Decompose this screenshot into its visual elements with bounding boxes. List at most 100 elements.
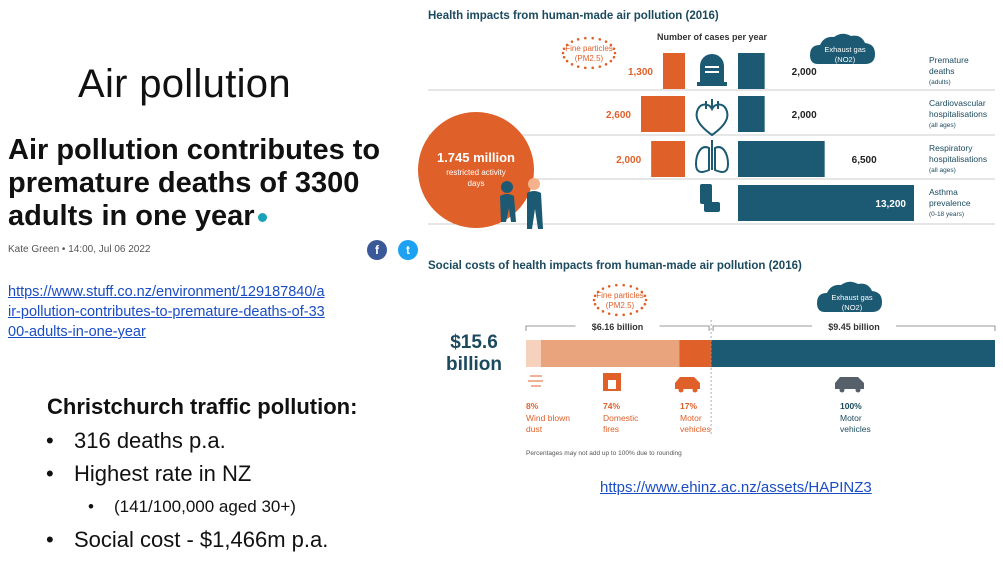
pm-dot xyxy=(640,290,644,294)
pm-bar-label: 2,600 xyxy=(606,110,631,121)
category-label: Premature xyxy=(929,55,969,65)
category-label: Respiratory xyxy=(929,143,973,153)
callout-line1: restricted activity xyxy=(446,168,506,177)
fireplace-icon xyxy=(603,373,621,391)
pm-dot xyxy=(643,302,647,306)
callout-line2: days xyxy=(468,179,485,188)
pm-dot xyxy=(609,59,613,63)
segment-pct: 8% xyxy=(526,401,539,411)
slide-title: Air pollution xyxy=(78,62,291,106)
no2-bar-label: 13,200 xyxy=(875,199,906,210)
group-label: $9.45 billion xyxy=(828,322,880,332)
pm-dot xyxy=(591,66,595,70)
no2-bar-label: 2,000 xyxy=(792,67,817,78)
pm-bar xyxy=(641,96,685,132)
article-link[interactable]: https://www.stuff.co.nz/environment/1291… xyxy=(8,284,325,340)
pm-badge-sub: (PM2.5) xyxy=(575,54,604,63)
pm-dot xyxy=(604,40,608,43)
pm-dot xyxy=(643,294,647,298)
cost-segment-no2 xyxy=(711,340,995,367)
bracket-label-bg xyxy=(575,319,660,333)
summary-bullet: • Social cost - $1,466m p.a. xyxy=(46,527,329,552)
no2-bar-label: 2,000 xyxy=(792,110,817,121)
pm-dot xyxy=(612,55,616,59)
inhaler-icon xyxy=(700,184,720,212)
pm-dot xyxy=(598,38,602,41)
pm-dot xyxy=(640,306,644,310)
no2-badge-sub: (NO2) xyxy=(835,55,856,64)
category-label-2: hospitalisations xyxy=(929,109,987,119)
segment-pct: 17% xyxy=(680,401,697,411)
pm-dot xyxy=(576,65,580,68)
pm-badge-sub: (PM2.5) xyxy=(606,301,635,310)
pm-dot xyxy=(596,306,600,310)
pm-dot xyxy=(613,51,617,55)
pm-dot xyxy=(604,63,608,66)
pm-dot xyxy=(565,43,569,47)
pm-dot xyxy=(583,36,587,40)
twitter-share-icon[interactable]: t xyxy=(398,240,418,260)
pm-badge-costs: Fine particles (PM2.5) xyxy=(592,283,648,317)
pm-dot xyxy=(576,38,580,41)
segment-pct: 100% xyxy=(840,401,862,411)
pm-dot xyxy=(593,302,597,306)
segment-name-2: vehicles xyxy=(680,424,711,434)
cost-segment xyxy=(679,340,712,367)
pm-dot xyxy=(598,65,602,68)
category-note: (0-18 years) xyxy=(929,211,964,218)
pm-dot xyxy=(601,310,605,313)
pm-dot xyxy=(593,294,597,298)
headline-text: Air pollution contributes to premature d… xyxy=(8,134,381,232)
pm-dot xyxy=(562,55,566,59)
pm-dot xyxy=(561,51,565,55)
source-link[interactable]: https://www.ehinz.ac.nz/assets/HAPINZ3 xyxy=(600,479,872,496)
pm-bar-label: 1,300 xyxy=(628,67,653,78)
segment-name: Domestic xyxy=(603,413,639,423)
costs-chart-title: Social costs of health impacts from huma… xyxy=(428,260,802,272)
car-icon xyxy=(835,377,864,393)
article-headline: Air pollution contributes to premature d… xyxy=(8,134,418,233)
pm-dot xyxy=(612,47,616,51)
group-label: $6.16 billion xyxy=(592,322,644,332)
facebook-share-icon[interactable]: f xyxy=(367,240,387,260)
live-dot-icon xyxy=(257,212,267,222)
cloud-icon xyxy=(810,33,875,64)
cost-segment xyxy=(526,340,541,367)
people-icon xyxy=(500,178,543,229)
no2-bar-label: 6,500 xyxy=(852,155,877,166)
cloud-icon xyxy=(817,281,882,312)
pm-dot xyxy=(609,43,613,47)
summary-bullet: • Highest rate in NZ xyxy=(46,461,252,486)
restricted-days-callout: 1.745 million restricted activity days xyxy=(418,112,543,229)
pm-dot xyxy=(596,290,600,294)
segment-name-2: vehicles xyxy=(840,424,871,434)
no2-bar xyxy=(738,141,825,177)
pm-badge-label: Fine particles xyxy=(565,44,613,53)
pm-bar xyxy=(663,53,685,89)
no2-bar xyxy=(738,53,765,89)
no2-badge-label: Exhaust gas xyxy=(831,293,873,302)
segment-name: Wind blown xyxy=(526,413,570,423)
lungs-icon xyxy=(694,140,730,173)
segment-pct: 74% xyxy=(603,401,620,411)
pm-bar-label: 2,000 xyxy=(616,155,641,166)
segment-name-2: dust xyxy=(526,424,543,434)
bullet-text: 316 deaths p.a. xyxy=(74,428,226,453)
category-label-2: prevalence xyxy=(929,198,971,208)
pm-dot xyxy=(614,283,618,287)
pm-dot xyxy=(601,287,605,290)
summary-bullet: • 316 deaths p.a. xyxy=(46,428,226,453)
pm-dot xyxy=(591,36,595,40)
no2-bar xyxy=(738,96,765,132)
bullet-text: Social cost - $1,466m p.a. xyxy=(74,527,329,552)
no2-badge: Exhaust gas (NO2) xyxy=(810,33,875,64)
pm-badge-label: Fine particles xyxy=(596,291,644,300)
summary-sub-bullet: • (141/100,000 aged 30+) xyxy=(88,497,296,516)
bullet-text: Highest rate in NZ xyxy=(74,461,252,486)
total-cost-unit: billion xyxy=(446,354,502,375)
pm-dot xyxy=(614,313,618,317)
infographic: Health impacts from human-made air pollu… xyxy=(418,10,996,457)
pm-dot xyxy=(629,285,633,288)
category-label: Cardiovascular xyxy=(929,98,986,108)
